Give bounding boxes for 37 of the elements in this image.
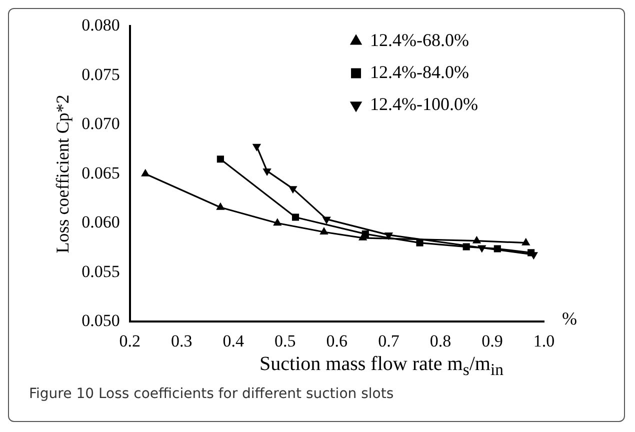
y-tick-label: 0.075 xyxy=(82,64,120,84)
caption: Figure 10 Loss coefficients for different suction slots xyxy=(29,386,395,402)
x-tick-label: 0.7 xyxy=(378,331,400,350)
point xyxy=(292,214,300,221)
point xyxy=(252,144,262,152)
y-tick-label: 0.050 xyxy=(82,311,120,330)
point xyxy=(462,243,470,250)
point xyxy=(494,245,501,252)
point xyxy=(288,186,298,194)
x-tick-label: 0.4 xyxy=(222,331,245,350)
y-tick-label: 0.080 xyxy=(82,16,120,35)
x-tick-label: 0.6 xyxy=(326,331,348,350)
x-tick-label: 1.0 xyxy=(533,331,555,350)
point xyxy=(216,156,224,163)
text: % xyxy=(562,308,577,328)
point xyxy=(320,226,328,234)
point xyxy=(416,239,424,246)
legend-label: 12.4%-84.0% xyxy=(370,62,470,82)
x-tick-label: 0.9 xyxy=(482,331,503,350)
legend-label: 12.4%-100.0% xyxy=(370,94,478,114)
x-tick-label: 0.5 xyxy=(274,331,296,350)
point xyxy=(322,216,331,224)
point xyxy=(472,236,482,244)
legend-label: 12.4%-68.0% xyxy=(370,30,470,50)
point xyxy=(522,238,530,246)
y-tick-label: 0.070 xyxy=(82,114,120,134)
y-tick-label: 0.055 xyxy=(82,262,120,281)
point xyxy=(528,249,535,256)
x-tick-label: 0.3 xyxy=(170,331,192,350)
x-tick-label: 0.2 xyxy=(119,331,140,350)
x-axis-title: Suction mass flow rate m$_{s}$/m$_{in}$ xyxy=(258,353,504,380)
x-tick-label: 0.8 xyxy=(430,331,452,350)
point xyxy=(273,218,282,226)
y-tick-label: 0.060 xyxy=(82,212,120,232)
y-axis-title: Loss coefficient Cp*2 xyxy=(52,94,73,254)
point xyxy=(262,168,272,176)
y-tick-label: 0.065 xyxy=(82,163,120,182)
